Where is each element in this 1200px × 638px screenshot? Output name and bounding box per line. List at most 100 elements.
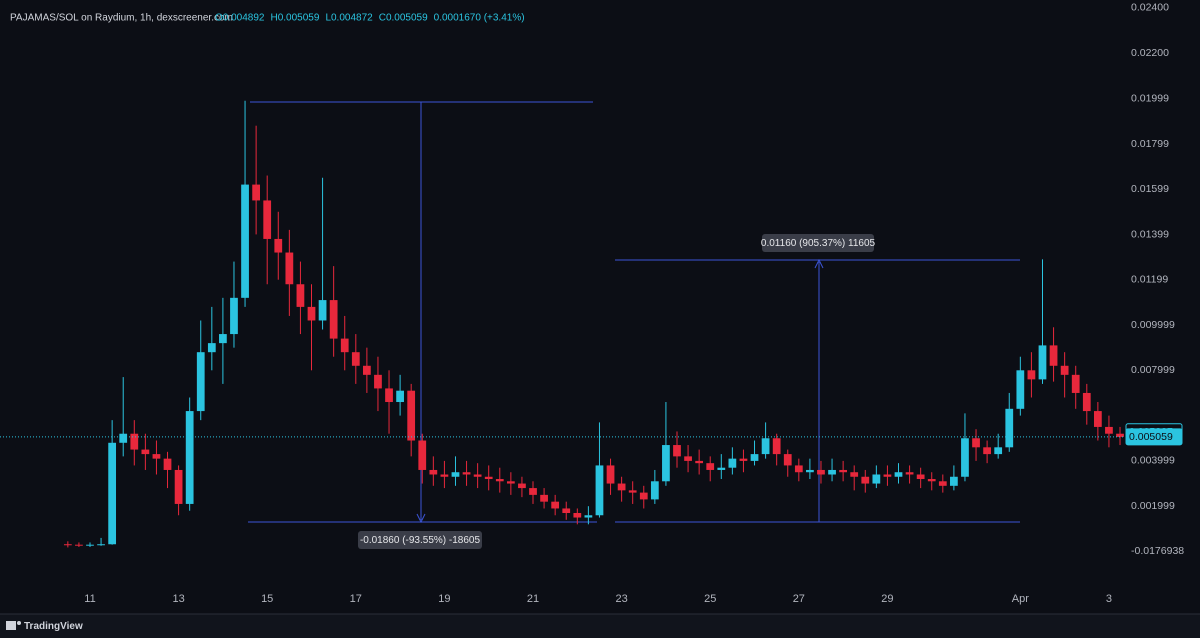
y-tick-label: 0.01799 (1131, 138, 1169, 150)
candle-body (1005, 408, 1014, 448)
y-tick-label: 0.02400 (1131, 2, 1169, 14)
candle-body (728, 458, 737, 468)
candle-body (263, 200, 272, 239)
candle-body (1093, 411, 1102, 427)
x-tick-label: 27 (793, 593, 805, 605)
candle-body (86, 544, 94, 546)
candle-body (1082, 392, 1091, 412)
ohlc-value: C0.005059 (379, 13, 428, 24)
x-tick-label: 29 (881, 593, 893, 605)
x-tick-label: 19 (438, 593, 450, 605)
candle-body (817, 469, 825, 475)
candle-body (1071, 374, 1080, 393)
candle-body (551, 501, 560, 509)
ohlc-value: H0.005059 (271, 13, 320, 24)
candle-body (440, 474, 449, 477)
y-tick-label: 0.02200 (1131, 47, 1169, 59)
candle-body (241, 184, 249, 298)
measure-up: 0.01160 (905.37%) 11605 (615, 234, 1020, 523)
candle-body (407, 390, 416, 441)
candle-body (938, 481, 947, 486)
logo-mark (6, 621, 16, 630)
y-tick-label: 0.01399 (1131, 228, 1169, 240)
footer-label: TradingView (24, 621, 83, 632)
candle-body (772, 438, 781, 455)
candle-body (739, 458, 748, 461)
candle-body (983, 447, 991, 455)
candle-body (883, 474, 892, 477)
ohlc-value: O0.004892 (215, 13, 265, 24)
price-tag-label: 0.005059 (1129, 431, 1173, 443)
x-tick-label: Apr (1012, 593, 1029, 605)
x-tick-label: 11 (84, 593, 95, 605)
measure-label-box (358, 531, 482, 549)
measure-label: 0.01160 (905.37%) 11605 (761, 238, 876, 249)
candle-body (429, 469, 438, 475)
ohlc-legend: O0.004892 H0.005059 L0.004872 C0.005059 0.00… (215, 13, 525, 24)
measure-arrow (416, 513, 426, 524)
candle-body (396, 390, 404, 403)
ohlc-value: L0.004872 (325, 13, 373, 24)
candle-body (950, 476, 958, 486)
candle-body (750, 454, 759, 461)
candle-body (717, 467, 726, 470)
y-tick-label: 0.01999 (1131, 93, 1169, 105)
candle-body (185, 411, 194, 504)
measure-arrow (814, 258, 824, 269)
y-tick-label: 0.009999 (1131, 319, 1175, 331)
candle-body (839, 469, 848, 473)
candle-body (130, 433, 139, 450)
x-tick-label: 21 (527, 593, 539, 605)
ohlc-value: 0.0001670 (+3.41%) (434, 13, 525, 24)
candles (63, 100, 1124, 548)
y-tick-label: 0.01199 (1131, 274, 1168, 286)
candle-body (794, 465, 803, 473)
candle-body (1038, 345, 1047, 380)
candle-body (374, 374, 382, 389)
candle-body (639, 492, 648, 500)
candle-body (119, 433, 128, 443)
footer-bar (0, 614, 1200, 638)
candle-body (905, 472, 914, 475)
candle-body (562, 508, 571, 513)
candle-body (861, 476, 870, 484)
candle-body (495, 479, 504, 482)
candle-body (274, 238, 283, 253)
candle-body (927, 479, 936, 482)
candle-body (174, 469, 183, 504)
candle-body (307, 306, 316, 321)
candle-body (163, 458, 172, 470)
candle-body (340, 338, 349, 353)
x-tick-label: 13 (172, 593, 184, 605)
candle-body (363, 365, 371, 375)
candle-body (573, 512, 582, 518)
candle-body (1049, 345, 1058, 366)
candle-body (650, 481, 659, 500)
candle-body (961, 438, 969, 477)
candle-body (972, 438, 980, 448)
x-tick-label: 3 (1106, 593, 1112, 605)
measure-label-box (762, 234, 874, 252)
candle-body (695, 460, 704, 464)
y-tick-label: 0.001999 (1131, 500, 1175, 512)
candle-body (1116, 433, 1124, 437)
candle-body (285, 252, 294, 285)
candle-body (473, 474, 482, 477)
price-tag-box (1125, 428, 1183, 446)
candle-body (806, 469, 814, 473)
candle-body (584, 515, 593, 518)
y-tick-label: 0.003999 (1131, 455, 1175, 467)
candle-body (108, 442, 117, 545)
candle-body (828, 469, 836, 475)
logo-mark (17, 621, 21, 625)
x-tick-label: 15 (261, 593, 273, 605)
candle-body (628, 490, 637, 493)
candle-body (506, 481, 515, 484)
candle-body (351, 352, 360, 366)
candle-body (540, 494, 548, 502)
candle-body (63, 544, 72, 546)
candle-body (529, 488, 537, 495)
candle-body (97, 544, 105, 546)
